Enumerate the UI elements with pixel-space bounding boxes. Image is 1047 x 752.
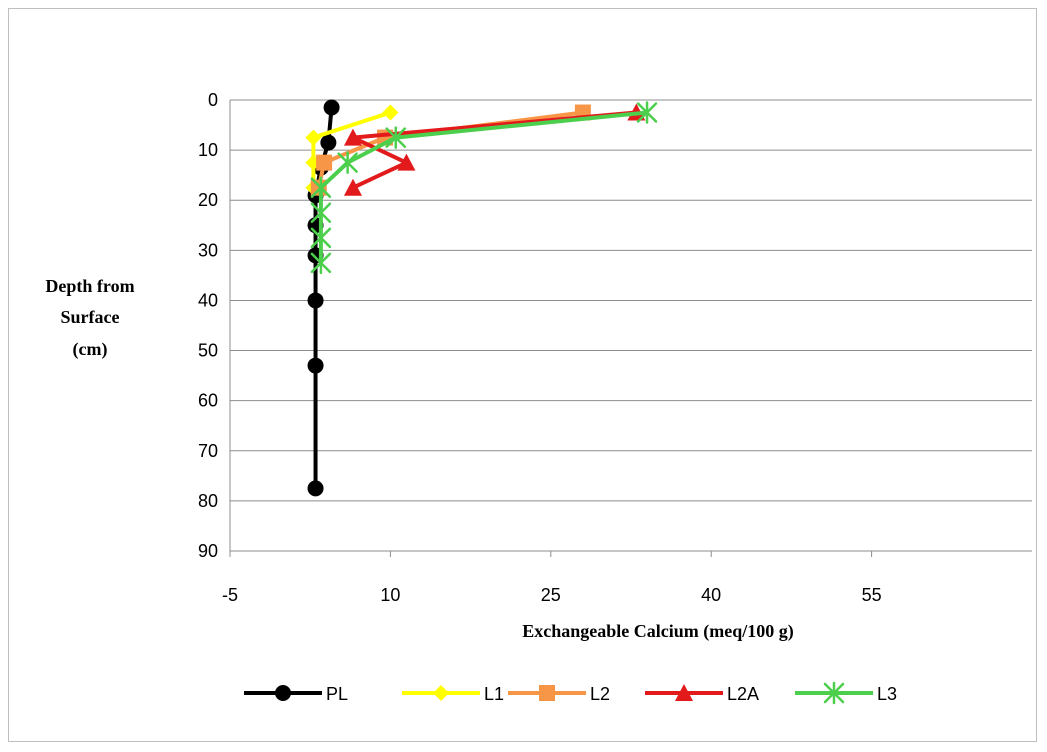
data-point [382,104,399,121]
data-point [385,126,406,149]
y-tick-label: 50 [198,341,218,361]
series-l3 [310,101,658,275]
legend-item-l1: L1 [402,684,504,704]
x-tick-label: 25 [541,585,561,605]
data-point [310,226,332,250]
y-tick-label: 10 [198,140,218,160]
y-tick-label: 80 [198,491,218,511]
y-axis-title-line: Surface [61,307,120,327]
legend-label: L3 [877,684,897,704]
y-tick-label: 0 [208,90,218,110]
series-line [311,110,392,188]
data-point [307,357,324,374]
x-tick-label: 10 [380,585,400,605]
data-point [636,101,658,124]
data-point [343,178,362,196]
data-point [310,176,332,199]
data-point [823,681,845,705]
data-point [316,154,333,171]
data-point [323,99,340,116]
legend-label: L1 [484,684,504,704]
legend-item-pl: PL [244,684,348,704]
legend-label: L2 [590,684,610,704]
chart-frame [8,8,1037,742]
x-axis-title: Exchangeable Calcium (meq/100 g) [522,621,794,642]
legend-item-l3: L3 [795,681,897,705]
y-tick-label: 40 [198,290,218,310]
y-axis-title-line: Depth from [45,276,134,296]
data-point [320,134,337,151]
y-tick-label: 90 [198,541,218,561]
series-line [350,110,637,190]
data-point [307,480,324,497]
legend-item-l2a: L2A [645,684,759,704]
data-point [310,251,332,275]
data-point [305,129,322,146]
x-tick-label: 40 [701,585,721,605]
data-point [433,685,449,701]
data-point [307,292,324,309]
x-tick-label: -5 [222,585,238,605]
data-point [275,685,291,701]
y-tick-label: 60 [198,391,218,411]
series-l1 [305,104,399,196]
y-axis-title-line: (cm) [73,339,108,360]
y-tick-label: 20 [198,190,218,210]
y-tick-label: 70 [198,441,218,461]
legend-label: PL [326,684,348,704]
y-tick-label: 30 [198,240,218,260]
data-point [675,684,693,701]
data-point [343,128,362,146]
data-point [397,153,416,171]
data-point [539,685,555,701]
data-point [337,151,358,174]
data-point [310,201,332,224]
legend-item-l2: L2 [508,684,610,704]
series-l2a [343,103,646,196]
x-tick-label: 55 [862,585,882,605]
legend-label: L2A [727,684,759,704]
